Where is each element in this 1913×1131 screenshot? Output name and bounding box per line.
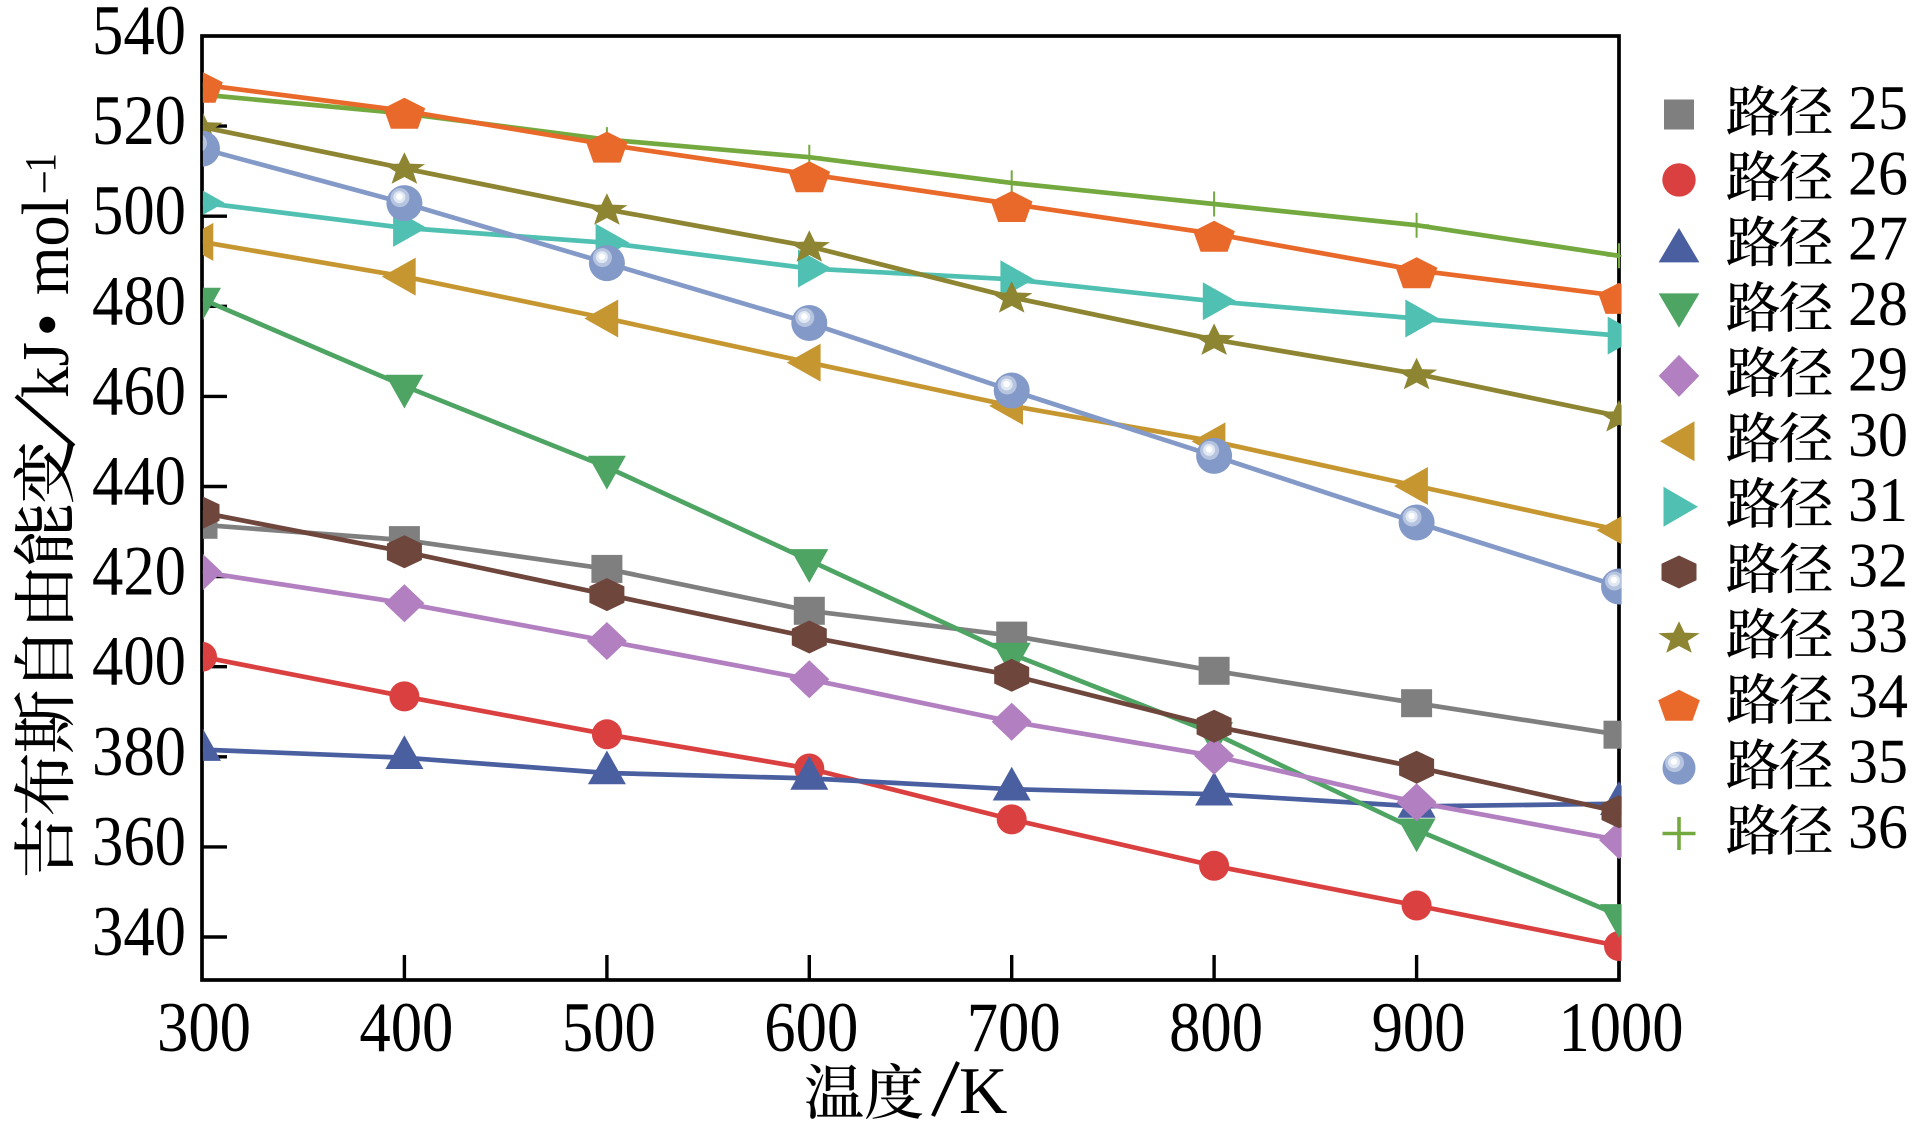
svg-text:25: 25 xyxy=(1848,73,1908,143)
svg-text:27: 27 xyxy=(1848,204,1908,274)
svg-text:440: 440 xyxy=(92,443,186,521)
svg-text:480: 480 xyxy=(92,262,186,340)
svg-text:26: 26 xyxy=(1848,138,1908,208)
svg-text:340: 340 xyxy=(92,893,186,971)
svg-text:800: 800 xyxy=(1169,989,1263,1067)
svg-text:500: 500 xyxy=(92,172,186,250)
svg-text:380: 380 xyxy=(92,713,186,791)
svg-text:540: 540 xyxy=(92,0,186,70)
svg-text:33: 33 xyxy=(1848,596,1908,666)
svg-text:36: 36 xyxy=(1848,792,1908,862)
svg-text:29: 29 xyxy=(1848,334,1908,404)
svg-text:600: 600 xyxy=(764,989,858,1067)
svg-text:520: 520 xyxy=(92,82,186,160)
svg-text:30: 30 xyxy=(1848,400,1908,470)
svg-text:28: 28 xyxy=(1848,269,1908,339)
svg-text:360: 360 xyxy=(92,803,186,881)
svg-text:420: 420 xyxy=(92,533,186,611)
svg-text:500: 500 xyxy=(562,989,656,1067)
svg-text:mol: mol xyxy=(9,198,83,295)
svg-text:460: 460 xyxy=(92,352,186,430)
svg-text:1000: 1000 xyxy=(1559,989,1684,1067)
svg-text:900: 900 xyxy=(1372,989,1466,1067)
svg-text:300: 300 xyxy=(157,989,251,1067)
svg-text:400: 400 xyxy=(92,623,186,701)
svg-text:K: K xyxy=(959,1054,1007,1128)
svg-text:32: 32 xyxy=(1848,531,1908,601)
svg-text:kJ: kJ xyxy=(9,342,83,398)
svg-text:400: 400 xyxy=(359,989,453,1067)
svg-text:35: 35 xyxy=(1848,727,1908,797)
svg-text:34: 34 xyxy=(1848,661,1908,731)
svg-text:31: 31 xyxy=(1848,465,1908,535)
svg-text:700: 700 xyxy=(967,989,1061,1067)
svg-text:–1: –1 xyxy=(16,153,65,193)
